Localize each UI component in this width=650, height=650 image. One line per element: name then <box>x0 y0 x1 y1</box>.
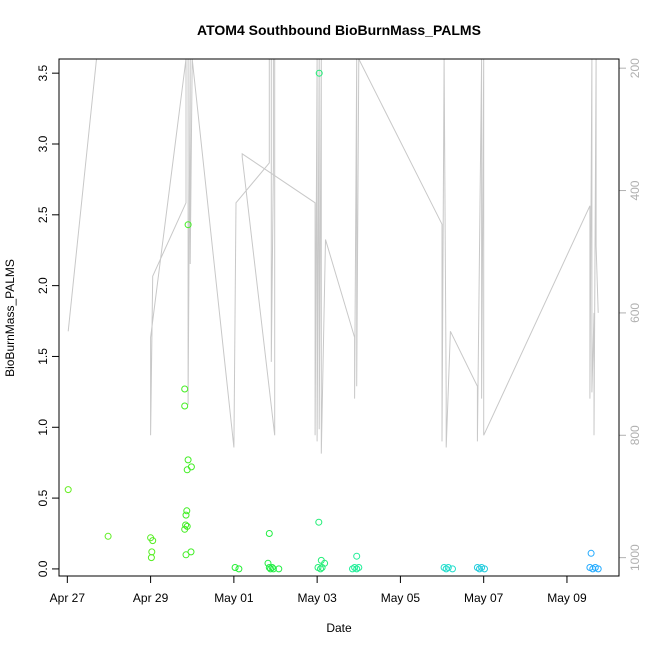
y2-tick-label: 400 <box>628 180 642 200</box>
chart-title: ATOM4 Southbound BioBurnMass_PALMS <box>197 22 481 38</box>
data-point <box>184 221 192 229</box>
data-point <box>269 565 277 573</box>
x-tick-label: May 05 <box>381 591 421 605</box>
data-point <box>594 565 602 573</box>
data-point <box>268 564 276 571</box>
data-point <box>449 565 456 573</box>
y2-tick-label: 800 <box>628 425 642 445</box>
data-point <box>353 552 361 560</box>
data-point <box>315 69 323 77</box>
data-point <box>315 518 323 526</box>
y-tick-label: 0.5 <box>36 489 50 506</box>
y-tick-label: 3.0 <box>36 135 50 152</box>
data-point <box>147 554 155 562</box>
data-point <box>481 565 488 573</box>
data-point <box>183 507 191 515</box>
data-point <box>275 565 283 573</box>
y2-tick-label: 600 <box>628 303 642 323</box>
y2-tick-label: 1000 <box>628 544 642 571</box>
data-point <box>182 551 190 559</box>
y2-tick-label: 200 <box>628 58 642 78</box>
data-point <box>267 565 274 573</box>
y-axis-label: BioBurnMass_PALMS <box>3 259 17 377</box>
plot-frame <box>58 58 620 577</box>
data-point <box>231 564 239 571</box>
y-tick-label: 1.0 <box>36 419 50 436</box>
data-point <box>587 549 595 557</box>
pressure-line-layer <box>67 59 599 454</box>
x-tick-label: May 07 <box>464 591 504 605</box>
data-point <box>182 521 190 529</box>
data-point <box>355 564 363 571</box>
x-tick-label: Apr 27 <box>50 591 86 605</box>
y-tick-label: 2.5 <box>36 206 50 223</box>
x-axis-label: Date <box>326 621 352 635</box>
data-point <box>444 564 452 571</box>
data-point <box>187 548 195 556</box>
data-point <box>235 565 243 573</box>
data-point <box>181 525 189 533</box>
data-point <box>349 565 356 573</box>
data-points-layer <box>64 69 602 573</box>
x-tick-label: Apr 29 <box>133 591 169 605</box>
y-tick-label: 3.5 <box>36 65 50 82</box>
data-point <box>64 486 72 494</box>
y-tick-label: 0.0 <box>36 560 50 577</box>
y-tick-label: 2.0 <box>36 277 50 294</box>
data-point <box>149 537 157 545</box>
x-tick-label: May 03 <box>297 591 337 605</box>
data-point <box>182 511 190 519</box>
pressure-line <box>67 59 599 454</box>
data-point <box>184 456 192 464</box>
x-tick-label: May 01 <box>214 591 254 605</box>
data-point <box>318 564 326 571</box>
data-point <box>264 559 272 567</box>
data-point <box>265 564 273 571</box>
data-point <box>181 385 189 393</box>
data-point <box>265 530 273 537</box>
y-tick-label: 1.5 <box>36 348 50 365</box>
data-point <box>317 565 324 573</box>
x-tick-label: May 09 <box>547 591 587 605</box>
data-point <box>104 532 112 540</box>
data-point <box>181 402 189 410</box>
data-point <box>187 463 195 471</box>
